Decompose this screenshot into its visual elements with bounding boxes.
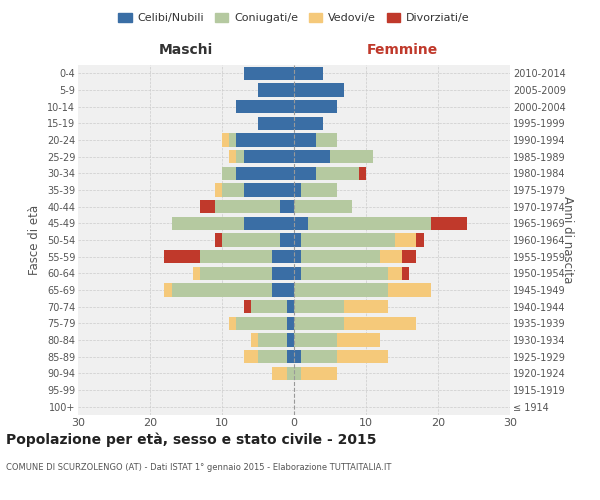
Bar (294, 66, 323, 80)
Text: Femmine: Femmine (367, 44, 437, 58)
Bar (294, 250, 301, 264)
Bar (244, 216, 294, 230)
Bar (294, 334, 337, 346)
Bar (244, 350, 258, 364)
Bar (294, 100, 337, 114)
Bar (301, 350, 337, 364)
Bar (388, 284, 431, 296)
Y-axis label: Fasce di età: Fasce di età (28, 205, 41, 275)
Bar (244, 184, 294, 196)
Bar (294, 184, 301, 196)
Bar (244, 300, 251, 314)
Bar (301, 250, 380, 264)
Bar (236, 134, 294, 146)
Bar (337, 334, 380, 346)
Bar (294, 350, 301, 364)
Bar (301, 234, 395, 246)
Bar (200, 200, 215, 213)
Bar (294, 300, 344, 314)
Text: COMUNE DI SCURZOLENGO (AT) - Dati ISTAT 1° gennaio 2015 - Elaborazione TUTTAITAL: COMUNE DI SCURZOLENGO (AT) - Dati ISTAT … (6, 462, 391, 471)
Bar (280, 200, 294, 213)
Bar (229, 316, 236, 330)
Bar (294, 150, 330, 164)
Bar (287, 334, 294, 346)
Bar (294, 366, 301, 380)
Bar (301, 366, 337, 380)
Bar (272, 250, 294, 264)
Bar (222, 184, 244, 196)
Bar (294, 166, 316, 180)
Text: Popolazione per età, sesso e stato civile - 2015: Popolazione per età, sesso e stato civil… (6, 432, 377, 447)
Bar (258, 116, 294, 130)
Bar (258, 84, 294, 96)
Bar (172, 284, 272, 296)
Bar (308, 216, 431, 230)
Bar (222, 234, 280, 246)
Bar (294, 284, 388, 296)
Legend: Celibi/Nubili, Coniugati/e, Vedovi/e, Divorziati/e: Celibi/Nubili, Coniugati/e, Vedovi/e, Di… (114, 8, 474, 28)
Bar (236, 100, 294, 114)
Bar (272, 366, 287, 380)
Bar (344, 316, 416, 330)
Y-axis label: Anni di nascita: Anni di nascita (561, 196, 574, 284)
Bar (388, 266, 402, 280)
Bar (395, 234, 416, 246)
Bar (402, 266, 409, 280)
Bar (258, 334, 287, 346)
Bar (287, 300, 294, 314)
Bar (431, 216, 467, 230)
Bar (316, 134, 337, 146)
Text: Maschi: Maschi (159, 44, 213, 58)
Bar (294, 316, 344, 330)
Bar (272, 266, 294, 280)
Bar (244, 66, 294, 80)
Bar (294, 266, 301, 280)
Bar (164, 284, 172, 296)
Bar (316, 166, 359, 180)
Bar (294, 134, 316, 146)
Bar (301, 184, 337, 196)
Bar (416, 234, 424, 246)
Bar (287, 366, 294, 380)
Bar (193, 266, 200, 280)
Bar (229, 134, 236, 146)
Bar (337, 350, 388, 364)
Bar (402, 250, 416, 264)
Bar (330, 150, 373, 164)
Bar (294, 200, 352, 213)
Bar (236, 166, 294, 180)
Bar (294, 234, 301, 246)
Bar (215, 184, 222, 196)
Bar (172, 216, 244, 230)
Bar (359, 166, 366, 180)
Bar (164, 250, 200, 264)
Bar (272, 284, 294, 296)
Bar (229, 150, 236, 164)
Bar (294, 116, 323, 130)
Bar (280, 234, 294, 246)
Bar (222, 166, 236, 180)
Bar (222, 134, 229, 146)
Bar (380, 250, 402, 264)
Bar (258, 350, 287, 364)
Bar (200, 250, 272, 264)
Bar (200, 266, 272, 280)
Bar (344, 300, 388, 314)
Bar (251, 300, 287, 314)
Bar (236, 316, 287, 330)
Bar (287, 350, 294, 364)
Bar (301, 266, 388, 280)
Bar (287, 316, 294, 330)
Bar (251, 334, 258, 346)
Bar (215, 200, 280, 213)
Bar (236, 150, 244, 164)
Bar (244, 150, 294, 164)
Bar (294, 216, 308, 230)
Bar (294, 84, 344, 96)
Bar (215, 234, 222, 246)
